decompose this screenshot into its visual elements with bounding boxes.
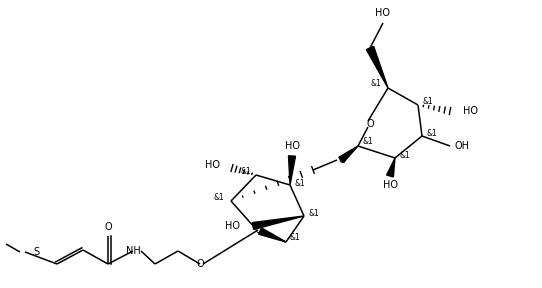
Text: &1: &1: [214, 192, 224, 202]
Text: OH: OH: [455, 141, 469, 151]
Text: &1: &1: [289, 234, 300, 242]
Text: &1: &1: [399, 151, 410, 160]
Polygon shape: [339, 146, 358, 163]
Text: &1: &1: [308, 209, 319, 219]
Polygon shape: [366, 46, 388, 88]
Text: &1: &1: [295, 179, 305, 187]
Text: O: O: [254, 225, 262, 235]
Text: &1: &1: [241, 166, 251, 175]
Text: O: O: [338, 155, 346, 165]
Text: NH: NH: [126, 246, 140, 256]
Polygon shape: [386, 158, 395, 177]
Text: HO: HO: [383, 180, 397, 190]
Text: HO: HO: [376, 8, 390, 18]
Text: O: O: [366, 119, 374, 129]
Polygon shape: [288, 156, 295, 185]
Text: &1: &1: [363, 137, 373, 147]
Text: HO: HO: [205, 160, 220, 170]
Polygon shape: [259, 228, 286, 242]
Text: &1: &1: [427, 130, 437, 139]
Text: HO: HO: [285, 141, 300, 151]
Text: O: O: [196, 259, 204, 269]
Text: HO: HO: [463, 106, 478, 116]
Text: O: O: [104, 222, 112, 232]
Text: HO: HO: [225, 221, 240, 231]
Text: &1: &1: [423, 96, 434, 105]
Polygon shape: [253, 216, 304, 230]
Text: &1: &1: [371, 79, 382, 88]
Text: S: S: [33, 247, 39, 257]
